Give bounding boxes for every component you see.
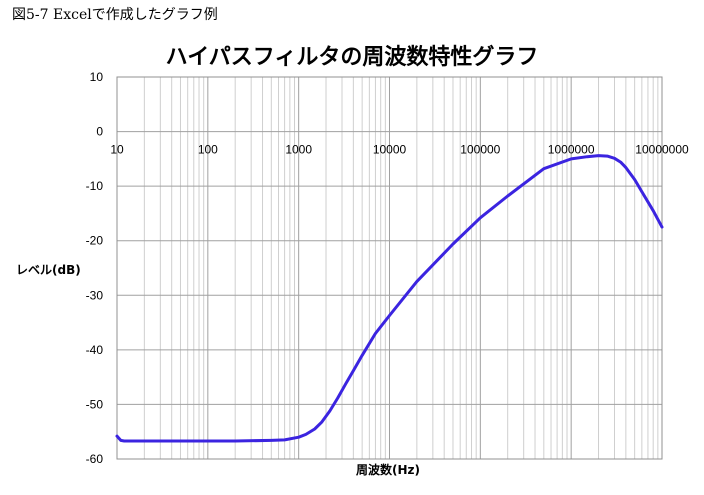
y-axis-label: レベル(dB) [16, 263, 81, 277]
y-tick-label: 0 [96, 125, 103, 139]
x-tick-label: 1000000 [548, 143, 595, 157]
y-tick-label: -60 [86, 452, 104, 466]
x-axis-label: 周波数(Hz) [356, 462, 420, 477]
y-tick-label: -30 [86, 288, 104, 302]
grid-lines [116, 76, 662, 460]
y-tick-label: 10 [90, 70, 104, 84]
chart-title: ハイパスフィルタの周波数特性グラフ [166, 44, 539, 70]
series-line [115, 154, 664, 443]
y-tick-label: -10 [86, 179, 104, 193]
x-tick-label: 100000 [460, 143, 500, 157]
x-tick-labels: 10 100 1000 10000 100000 1000000 10000000 [110, 143, 689, 157]
x-tick-label: 10000 [373, 143, 407, 157]
y-tick-label: -50 [86, 397, 104, 411]
y-tick-labels: 10 0 -10 -20 -30 -40 -50 -60 [86, 70, 104, 466]
x-tick-label: 10 [110, 143, 124, 157]
y-tick-label: -40 [86, 343, 104, 357]
figure-caption: 図5-7 Excelで作成したグラフ例 [12, 7, 218, 23]
x-tick-label: 100 [198, 143, 218, 157]
x-tick-label: 1000 [285, 143, 312, 157]
plot-area-border [116, 76, 663, 460]
y-tick-label: -20 [86, 234, 104, 248]
x-tick-label: 10000000 [635, 143, 689, 157]
